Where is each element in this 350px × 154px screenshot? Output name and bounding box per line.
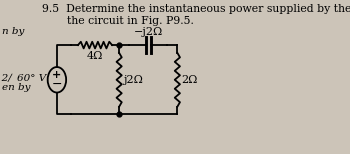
Text: 9.5  Determine the instantaneous power supplied by the source in: 9.5 Determine the instantaneous power su… — [42, 4, 350, 14]
Text: 4Ω: 4Ω — [87, 51, 103, 61]
Text: −: − — [52, 77, 62, 90]
Text: j2Ω: j2Ω — [123, 75, 143, 85]
Text: 2Ω: 2Ω — [181, 75, 198, 85]
Text: +: + — [52, 70, 62, 80]
Text: n by: n by — [2, 27, 24, 36]
Text: −j2Ω: −j2Ω — [134, 27, 163, 37]
Text: the circuit in Fig. P9.5.: the circuit in Fig. P9.5. — [46, 16, 194, 26]
Text: 12∕ 60° V: 12∕ 60° V — [0, 74, 46, 83]
Text: en by: en by — [2, 83, 30, 91]
